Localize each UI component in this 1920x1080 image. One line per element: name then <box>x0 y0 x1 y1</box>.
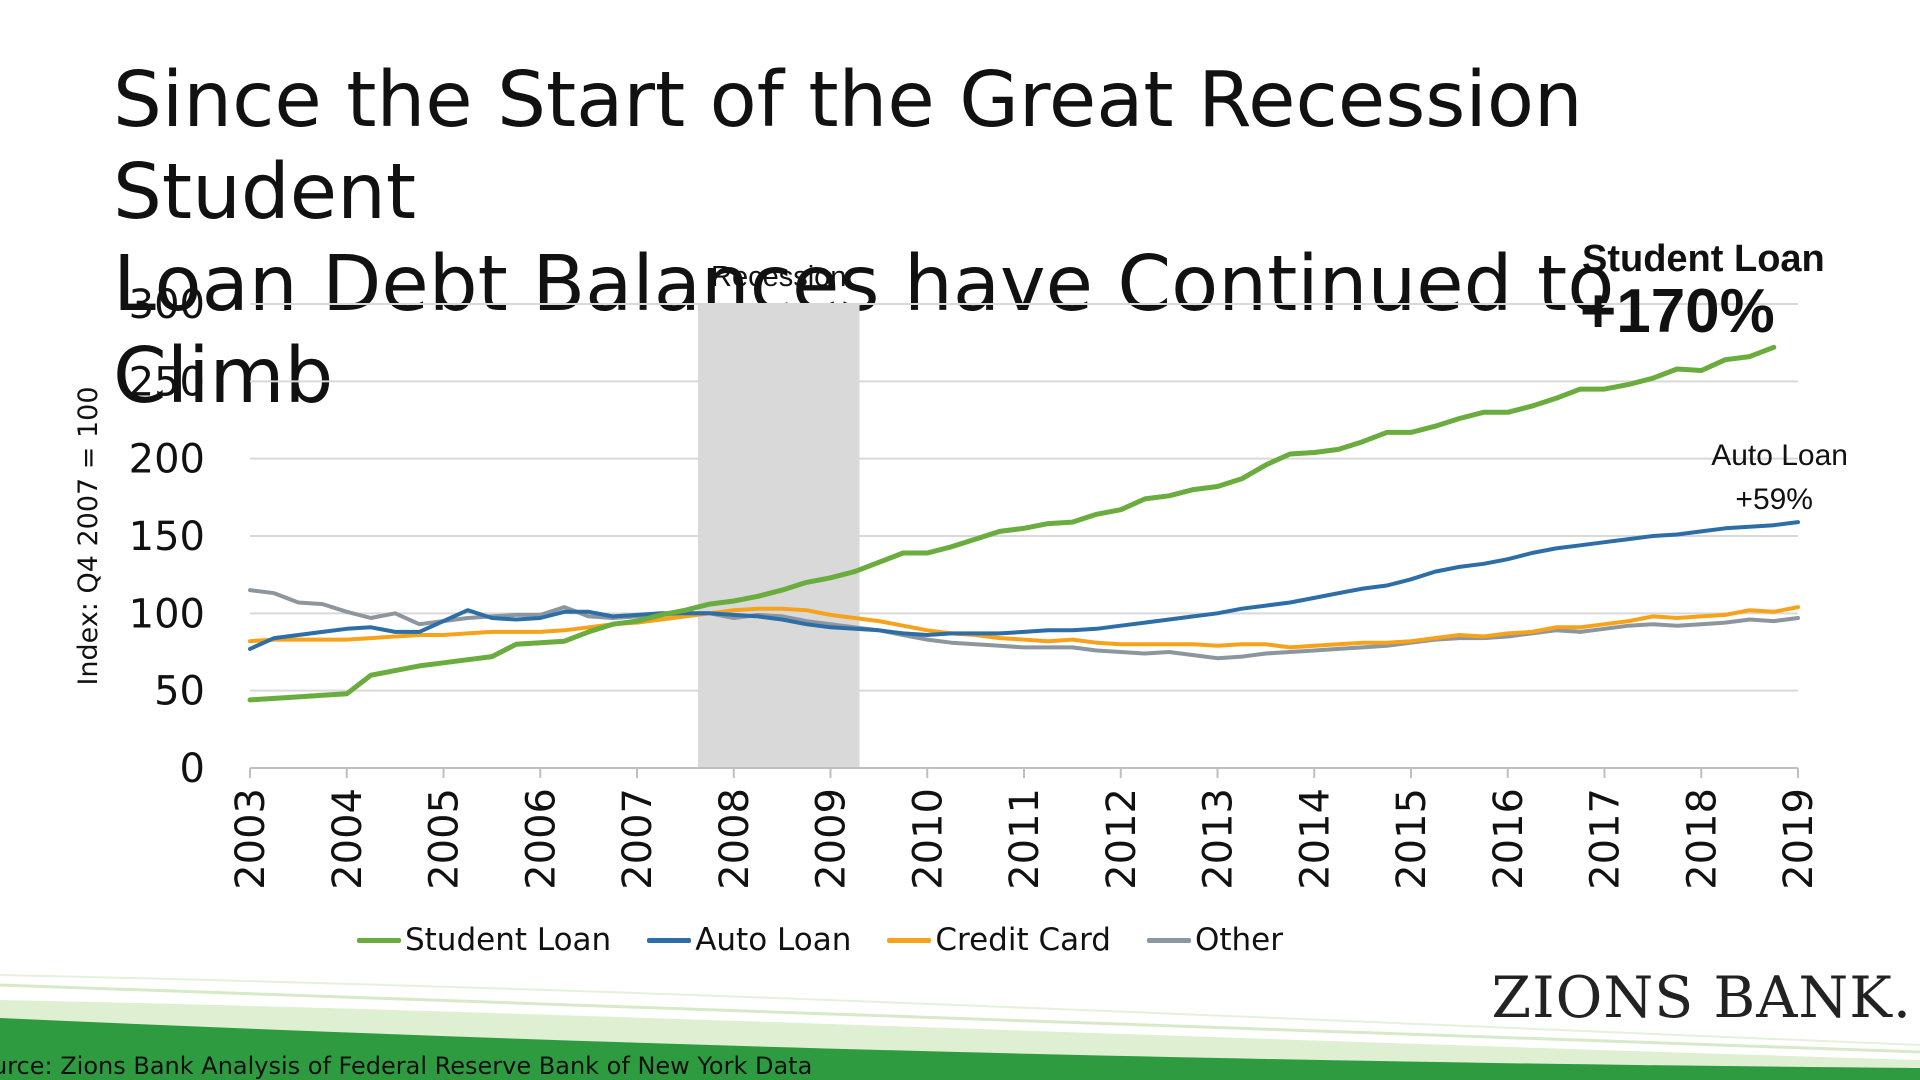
legend-swatch <box>356 937 401 943</box>
legend-item: Auto Loan <box>647 922 851 958</box>
student-loan-callout-label: Student Loan <box>1582 238 1825 280</box>
swoosh-line <box>0 974 1920 1046</box>
x-tick-label: 2009 <box>809 788 855 890</box>
student-loan-callout-value: +170% <box>1580 277 1775 346</box>
series-line-credit-card <box>248 605 1800 650</box>
y-tick-label: 250 <box>129 359 205 405</box>
x-tick-label: 2016 <box>1486 788 1532 890</box>
x-tick-label: 2005 <box>422 788 468 890</box>
legend-swatch <box>647 937 692 943</box>
x-tick-label: 2015 <box>1389 788 1435 890</box>
y-tick-label: 150 <box>129 514 205 560</box>
legend-label: Credit Card <box>935 922 1111 958</box>
x-tick-label: 2007 <box>615 788 661 890</box>
x-tick-label: 2017 <box>1583 788 1629 890</box>
y-axis-title: Index: Q4 2007 = 100 <box>73 386 104 685</box>
series-line-other <box>248 588 1800 661</box>
legend-swatch <box>1146 937 1191 943</box>
legend-swatch <box>887 937 932 943</box>
x-tick-label: 2004 <box>325 788 371 890</box>
decorative-swoosh <box>0 974 1920 1080</box>
x-tick-label: 2008 <box>712 788 758 890</box>
legend-item: Student Loan <box>356 922 612 958</box>
x-tick-label: 2019 <box>1776 788 1822 890</box>
zions-bank-logo: ZIONS BANK. <box>1491 965 1912 1031</box>
source-note: urce: Zions Bank Analysis of Federal Res… <box>0 1052 813 1080</box>
recession-label: Recession <box>711 261 846 293</box>
title-line-2: Loan Debt Balances have Continued to Cli… <box>113 240 1615 421</box>
chart-legend: Student Loan Auto Loan Credit Card Other <box>0 922 1640 958</box>
legend-item: Other <box>1146 922 1284 958</box>
x-tick-label: 2006 <box>518 788 564 890</box>
legend-label: Auto Loan <box>695 922 852 958</box>
swoosh-green-band <box>0 1018 1920 1080</box>
y-tick-label: 200 <box>129 437 205 483</box>
slide-title: Since the Start of the Great Recession S… <box>113 55 1793 423</box>
auto-loan-callout-label: Auto Loan <box>1711 439 1848 472</box>
y-tick-label: 50 <box>154 669 205 715</box>
x-tick-label: 2011 <box>1002 788 1048 890</box>
x-tick-label: 2013 <box>1196 788 1242 890</box>
x-tick-label: 2012 <box>1099 788 1145 890</box>
x-tick-label: 2014 <box>1292 788 1338 890</box>
legend-label: Student Loan <box>404 922 612 958</box>
auto-loan-callout-value: +59% <box>1735 483 1813 516</box>
y-tick-label: 0 <box>180 746 205 792</box>
x-tick-label: 2018 <box>1679 788 1725 890</box>
y-tick-label: 100 <box>129 591 205 637</box>
series-line-student-loan <box>247 344 1777 703</box>
title-line-1: Since the Start of the Great Recession S… <box>113 56 1583 237</box>
series-line-auto-loan <box>248 520 1800 651</box>
y-tick-label: 300 <box>129 282 205 328</box>
x-tick-label: 2003 <box>228 788 274 890</box>
x-tick-label: 2010 <box>905 788 951 890</box>
legend-label: Other <box>1194 922 1284 958</box>
legend-item: Credit Card <box>887 922 1111 958</box>
